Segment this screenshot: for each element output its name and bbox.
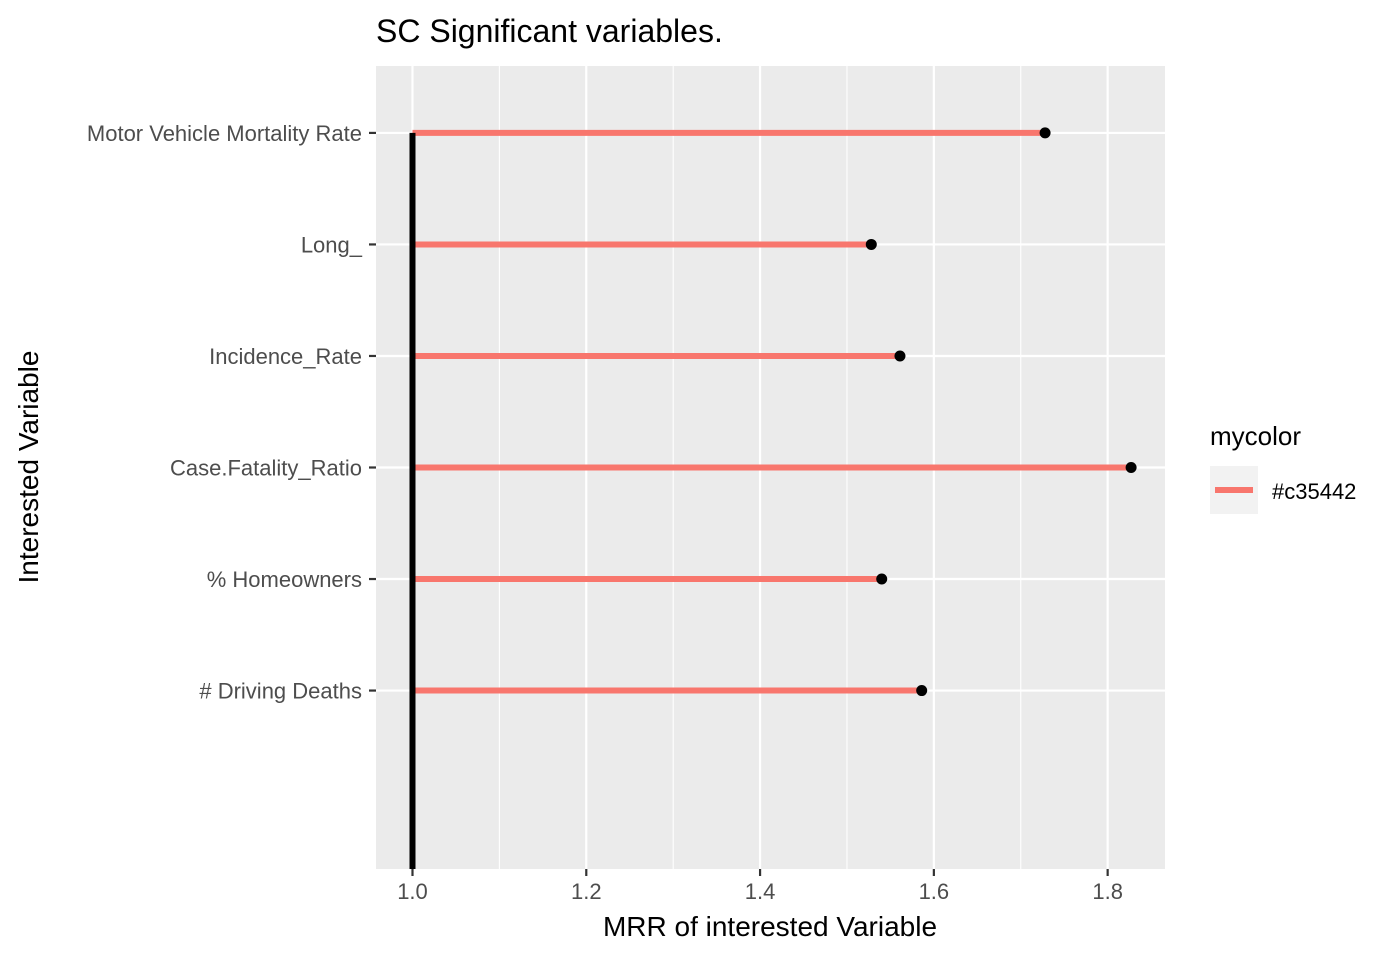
x-axis-title: MRR of interested Variable	[603, 911, 937, 942]
y-tick-label: Motor Vehicle Mortality Rate	[87, 121, 362, 146]
x-tick-label: 1.6	[919, 879, 950, 904]
x-tick-label: 1.4	[745, 879, 776, 904]
y-axis-title: Interested Variable	[13, 351, 44, 584]
y-tick-label: Incidence_Rate	[209, 344, 362, 369]
x-axis-tick-labels: 1.0 1.2 1.4 1.6 1.8	[397, 879, 1123, 904]
lollipop-points	[865, 127, 1137, 697]
y-axis-ticks	[369, 131, 376, 692]
chart-title: SC Significant variables.	[376, 13, 723, 49]
lollipop-point	[894, 350, 906, 362]
lollipop-point	[916, 685, 928, 697]
lollipop-point	[1125, 462, 1137, 473]
y-tick-label: Case.Fatality_Ratio	[170, 456, 362, 481]
y-tick-label: % Homeowners	[207, 567, 362, 592]
lollipop-point	[865, 238, 877, 250]
x-tick-label: 1.8	[1092, 879, 1123, 904]
lollipop-point	[1039, 127, 1051, 139]
x-tick-label: 1.0	[397, 879, 428, 904]
lollipop-point	[876, 573, 888, 585]
lollipop-segments	[412, 129, 1132, 694]
legend-entry-label: #c35442	[1272, 479, 1356, 504]
y-tick-label: # Driving Deaths	[199, 679, 362, 704]
legend-title: mycolor	[1210, 421, 1301, 451]
x-axis-ticks	[411, 869, 1109, 876]
y-tick-label: Long_	[301, 232, 363, 257]
x-tick-label: 1.2	[571, 879, 602, 904]
y-axis-tick-labels: Motor Vehicle Mortality Rate Long_ Inciden…	[87, 121, 363, 704]
legend: mycolor #c35442	[1210, 421, 1356, 514]
